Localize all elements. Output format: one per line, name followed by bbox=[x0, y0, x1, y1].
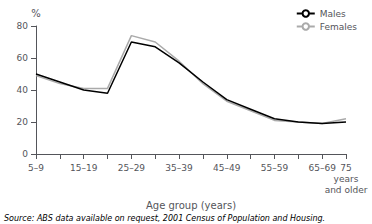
svg-text:45–49: 45–49 bbox=[213, 163, 241, 173]
svg-text:20: 20 bbox=[17, 117, 29, 127]
svg-text:40: 40 bbox=[17, 85, 29, 95]
svg-text:years: years bbox=[334, 174, 359, 184]
svg-text:35–39: 35–39 bbox=[165, 163, 193, 173]
svg-text:%: % bbox=[31, 8, 41, 19]
svg-text:65–69: 65–69 bbox=[308, 163, 336, 173]
svg-text:Source: ABS data available on: Source: ABS data available on request, 2… bbox=[4, 214, 325, 223]
svg-text:60: 60 bbox=[17, 53, 29, 63]
svg-text:Age group (years): Age group (years) bbox=[146, 200, 236, 211]
svg-text:15–19: 15–19 bbox=[70, 163, 98, 173]
svg-text:5–9: 5–9 bbox=[28, 163, 44, 173]
svg-text:80: 80 bbox=[17, 21, 29, 31]
svg-text:Males: Males bbox=[320, 9, 346, 19]
svg-text:75: 75 bbox=[340, 163, 351, 173]
svg-text:Females: Females bbox=[320, 22, 358, 32]
svg-text:55–59: 55–59 bbox=[261, 163, 289, 173]
svg-text:and older: and older bbox=[325, 185, 368, 195]
svg-text:0: 0 bbox=[22, 149, 28, 159]
svg-text:25–29: 25–29 bbox=[118, 163, 146, 173]
